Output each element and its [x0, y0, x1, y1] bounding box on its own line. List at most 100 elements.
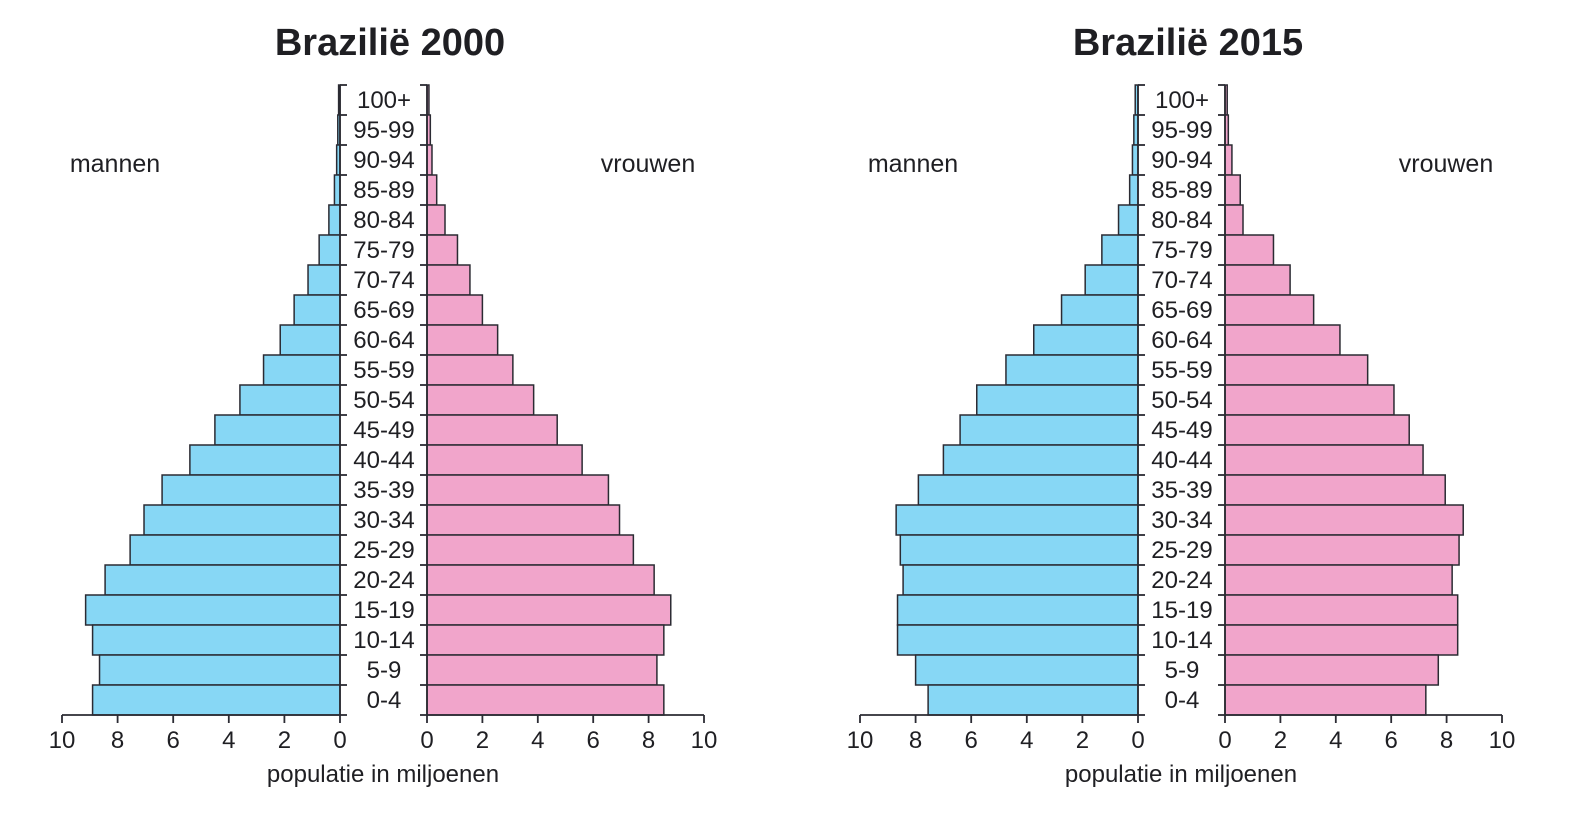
panel-2-age-label-15-19: 15-19: [1151, 597, 1212, 624]
panel-1-bar-mannen-70-74: [307, 264, 341, 296]
panel-1-bar-vrouwen-15-19: [426, 594, 672, 626]
panel-1-bar-vrouwen-35-39: [426, 474, 610, 506]
panel-1-x-tick-label-6: 0: [420, 727, 433, 754]
panel-1-x-tick-label-7: 2: [476, 727, 489, 754]
panel-2-bar-mannen-60-64: [1033, 324, 1139, 356]
panel-2-x-tick-label-1: 8: [909, 727, 922, 754]
panel-1-bar-mannen-10-14: [91, 624, 341, 656]
panel-2-chart-title: Brazilië 2015: [1073, 22, 1303, 64]
panel-2-x-tick-label-0: 10: [847, 727, 874, 754]
panel-2-age-label-40-44: 40-44: [1151, 447, 1212, 474]
panel-2-age-label-45-49: 45-49: [1151, 417, 1212, 444]
panel-1-bar-mannen-25-29: [129, 534, 341, 566]
panel-2-age-label-65-69: 65-69: [1151, 297, 1212, 324]
panel-2-bar-vrouwen-25-29: [1224, 534, 1460, 566]
panel-1-bar-vrouwen-65-69: [426, 294, 484, 326]
panel-2-age-label-60-64: 60-64: [1151, 327, 1212, 354]
panel-1-age-label-65-69: 65-69: [353, 297, 414, 324]
panel-1-bar-vrouwen-80-84: [426, 204, 446, 236]
panel-1-age-label-55-59: 55-59: [353, 357, 414, 384]
panel-2-bar-vrouwen-80-84: [1224, 204, 1244, 236]
panel-1-bar-vrouwen-10-14: [426, 624, 665, 656]
panel-1-bar-mannen-0-4: [91, 684, 341, 716]
panel-2-age-label-35-39: 35-39: [1151, 477, 1212, 504]
panel-2-age-label-50-54: 50-54: [1151, 387, 1212, 414]
panel-1-bar-mannen-40-44: [189, 444, 341, 476]
panel-2-bar-vrouwen-5-9: [1224, 654, 1440, 686]
panel-2-x-tick-label-9: 6: [1385, 727, 1398, 754]
panel-2-bar-vrouwen-75-79: [1224, 234, 1275, 266]
panel-2-age-label-100+: 100+: [1155, 87, 1209, 114]
panel-1-age-label-75-79: 75-79: [353, 237, 414, 264]
panel-2-bar-mannen-70-74: [1084, 264, 1139, 296]
panel-1-bar-vrouwen-60-64: [426, 324, 499, 356]
panel-1-chart-title: Brazilië 2000: [275, 22, 505, 64]
panel-2-x-tick-label-11: 10: [1489, 727, 1516, 754]
panel-1-bar-mannen-5-9: [98, 654, 341, 686]
panel-2-bar-vrouwen-20-24: [1224, 564, 1453, 596]
panel-1-age-label-50-54: 50-54: [353, 387, 414, 414]
panel-1-bar-vrouwen-85-89: [426, 174, 438, 206]
panel-2-x-tick-label-8: 4: [1329, 727, 1342, 754]
panel-2-age-label-85-89: 85-89: [1151, 177, 1212, 204]
panel-1-x-tick-label-10: 8: [642, 727, 655, 754]
panel-2-bar-vrouwen-50-54: [1224, 384, 1395, 416]
panel-1-age-label-5-9: 5-9: [367, 657, 402, 684]
panel-2-bar-vrouwen-70-74: [1224, 264, 1291, 296]
panel-2-age-label-10-14: 10-14: [1151, 627, 1212, 654]
panel-2-x-tick-label-6: 0: [1218, 727, 1231, 754]
panel-1-bar-mannen-20-24: [104, 564, 341, 596]
panel-2-bar-vrouwen-60-64: [1224, 324, 1341, 356]
panel-1-age-label-100+: 100+: [357, 87, 411, 114]
panel-2-bar-vrouwen-35-39: [1224, 474, 1446, 506]
panel-2-bar-vrouwen-45-49: [1224, 414, 1410, 446]
panel-2-bar-vrouwen-90-94: [1224, 144, 1233, 176]
panel-2-bar-mannen-10-14: [896, 624, 1139, 656]
panel-2-bar-mannen-85-89: [1128, 174, 1139, 206]
panel-1-bar-mannen-30-34: [143, 504, 341, 536]
panel-1-bar-vrouwen-55-59: [426, 354, 514, 386]
panel-1-bar-mannen-60-64: [279, 324, 341, 356]
panel-1-age-label-0-4: 0-4: [367, 687, 402, 714]
panel-1-x-tick-label-1: 8: [111, 727, 124, 754]
panel-2-bar-mannen-40-44: [942, 444, 1139, 476]
panel-2-age-label-5-9: 5-9: [1165, 657, 1200, 684]
panel-2-x-tick-label-10: 8: [1440, 727, 1453, 754]
panel-1-label-vrouwen: vrouwen: [601, 150, 696, 178]
panel-1-bar-mannen-50-54: [239, 384, 341, 416]
panel-1-bar-vrouwen-40-44: [426, 444, 583, 476]
panel-2-bar-vrouwen-40-44: [1224, 444, 1424, 476]
panel-2-bar-mannen-30-34: [895, 504, 1139, 536]
panel-2-x-axis-title: populatie in miljoenen: [1065, 761, 1297, 788]
panel-1-label-mannen: mannen: [70, 150, 160, 178]
panel-1-x-axis-title: populatie in miljoenen: [267, 761, 499, 788]
panel-2-bar-vrouwen-85-89: [1224, 174, 1241, 206]
panel-2-x-tick-label-4: 2: [1076, 727, 1089, 754]
panel-1-x-tick-label-3: 4: [222, 727, 235, 754]
panel-2-age-label-70-74: 70-74: [1151, 267, 1212, 294]
panel-1-x-tick-label-4: 2: [278, 727, 291, 754]
panel-2-bar-vrouwen-15-19: [1224, 594, 1459, 626]
panel-1-age-label-70-74: 70-74: [353, 267, 414, 294]
panel-2-label-mannen: mannen: [868, 150, 958, 178]
panel-1-age-label-40-44: 40-44: [353, 447, 414, 474]
panel-2-age-label-95-99: 95-99: [1151, 117, 1212, 144]
panel-2-age-label-20-24: 20-24: [1151, 567, 1212, 594]
panel-1-bar-vrouwen-5-9: [426, 654, 658, 686]
panel-1-x-tick-label-8: 4: [531, 727, 544, 754]
panel-2-age-label-55-59: 55-59: [1151, 357, 1212, 384]
panel-2-bar-mannen-50-54: [976, 384, 1139, 416]
panel-1-bar-vrouwen-0-4: [426, 684, 665, 716]
panel-1-bar-mannen-75-79: [318, 234, 341, 266]
panel-2-bar-mannen-75-79: [1101, 234, 1139, 266]
panel-1-age-label-10-14: 10-14: [353, 627, 414, 654]
panel-1-x-tick-label-2: 6: [167, 727, 180, 754]
panel-1-x-tick-label-9: 6: [587, 727, 600, 754]
panel-1-age-label-60-64: 60-64: [353, 327, 414, 354]
panel-1-age-label-20-24: 20-24: [353, 567, 414, 594]
panel-1-age-label-95-99: 95-99: [353, 117, 414, 144]
panel-2-age-label-30-34: 30-34: [1151, 507, 1212, 534]
panel-2-x-tick-label-2: 6: [965, 727, 978, 754]
panel-2-x-tick-label-5: 0: [1131, 727, 1144, 754]
